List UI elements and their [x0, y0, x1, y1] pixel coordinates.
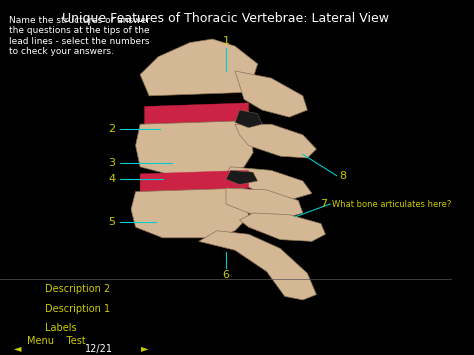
Polygon shape [145, 103, 248, 124]
Polygon shape [235, 110, 262, 128]
Polygon shape [136, 121, 253, 174]
Polygon shape [226, 188, 303, 218]
Text: ►: ► [141, 344, 148, 354]
Text: 1: 1 [222, 36, 229, 46]
Text: 7: 7 [320, 199, 328, 209]
Text: ◄: ◄ [14, 344, 22, 354]
Text: 2: 2 [108, 124, 115, 134]
Polygon shape [140, 170, 248, 192]
Polygon shape [235, 71, 307, 117]
Text: 5: 5 [108, 217, 115, 227]
Polygon shape [131, 188, 248, 238]
Text: Menu    Test: Menu Test [27, 336, 86, 346]
Text: Labels: Labels [45, 323, 77, 333]
Polygon shape [199, 231, 316, 300]
Polygon shape [239, 213, 326, 241]
Text: 8: 8 [339, 171, 346, 181]
Text: 3: 3 [108, 158, 115, 168]
Polygon shape [226, 170, 258, 185]
Text: What bone articulates here?: What bone articulates here? [332, 200, 452, 209]
Text: Description 2: Description 2 [45, 284, 110, 294]
Text: 6: 6 [222, 271, 229, 280]
Text: 4: 4 [108, 174, 115, 184]
Text: 12/21: 12/21 [85, 344, 113, 354]
Text: Unique Features of Thoracic Vertebrae: Lateral View: Unique Features of Thoracic Vertebrae: L… [63, 12, 390, 26]
Polygon shape [235, 124, 316, 158]
Text: Description 1: Description 1 [45, 304, 110, 314]
Text: Name the structures or answer
the questions at the tips of the
lead lines - sele: Name the structures or answer the questi… [9, 16, 150, 56]
Polygon shape [140, 39, 258, 96]
Polygon shape [226, 167, 312, 199]
